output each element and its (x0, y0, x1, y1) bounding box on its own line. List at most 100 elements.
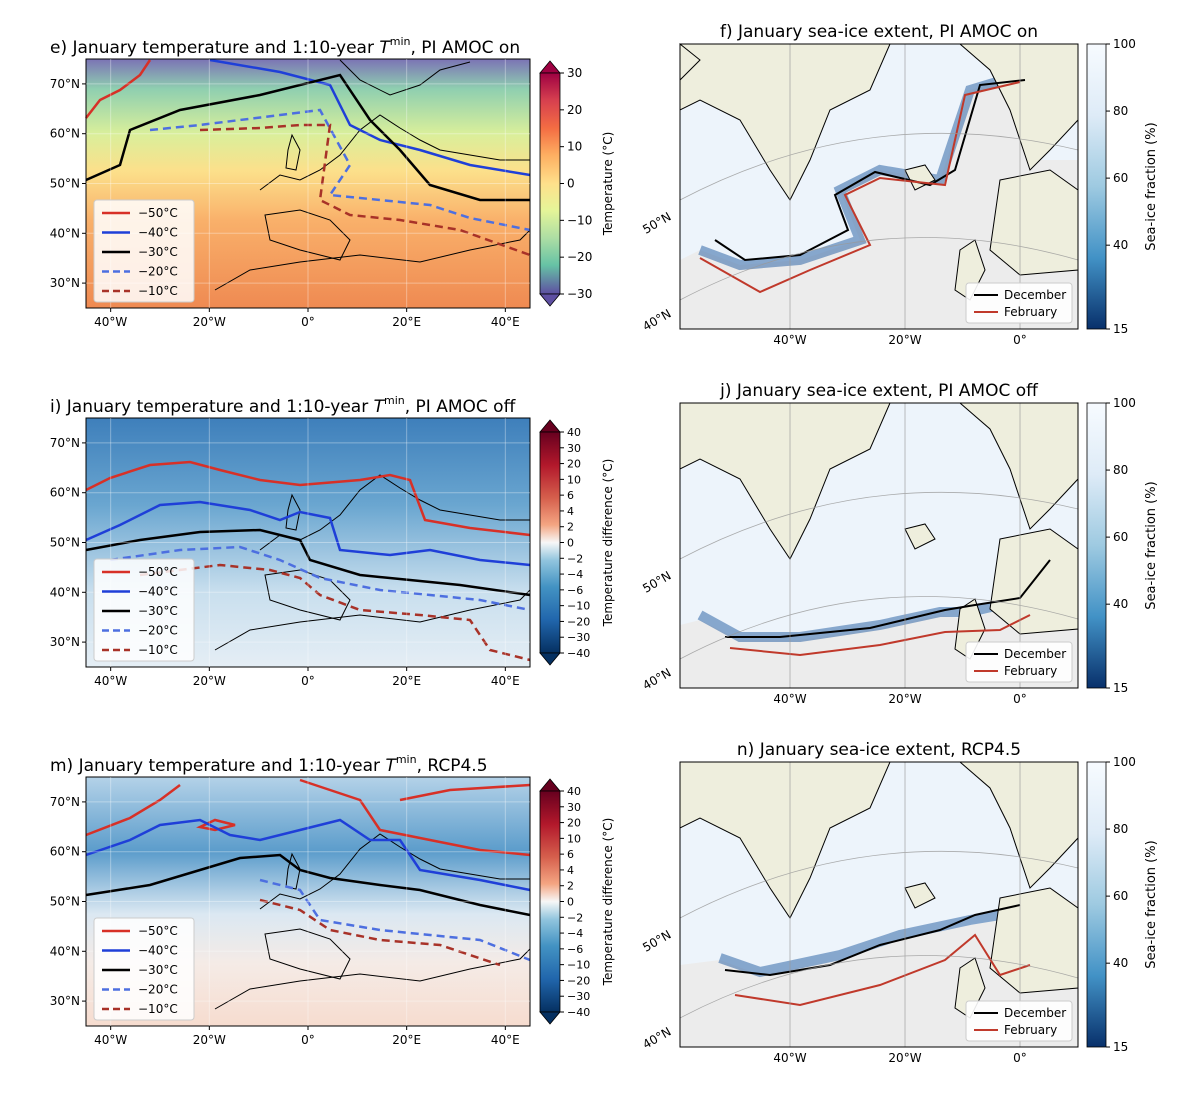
colorbar-body (539, 431, 561, 654)
panel-n-ice-lines (724, 904, 1031, 1007)
lat-tick-label: 40°N (50, 944, 80, 958)
panel-j-frame (679, 402, 1079, 689)
lon-tick-label: 40°W (94, 1033, 127, 1047)
lon-tick-label: 40°W (94, 315, 127, 329)
panel-j-sea-ice-map: j) January sea-ice extent, PI AMOC off 5… (640, 381, 1159, 706)
legend-box (93, 558, 195, 662)
panel-m-lat-ticks: 70°N 60°N 50°N 40°N 30°N (50, 795, 530, 1008)
legend-label: −50°C (138, 565, 178, 579)
lon-tick-label: 20°W (888, 1051, 921, 1065)
colorbar-tick-label: 40 (567, 785, 581, 798)
colorbar-body (539, 72, 561, 295)
panel-j-lon-ticks: 40°W 20°W 0° (773, 692, 1026, 706)
colorbar-label: Sea-ice fraction (%) (1144, 840, 1159, 968)
legend-label: −50°C (138, 206, 178, 220)
lat-tick-label: 40°N (640, 1024, 673, 1051)
lon-tick-label: 20°W (193, 315, 226, 329)
lon-tick-label: 20°W (193, 674, 226, 688)
colorbar-label: Temperature difference (°C) (601, 459, 615, 628)
lat-tick-label: 60°N (50, 486, 80, 500)
lat-tick-label: 50°N (640, 209, 673, 236)
lat-tick-label: 60°N (50, 845, 80, 859)
colorbar-tick-label: 0 (567, 177, 575, 191)
colorbar-tick-label: 80 (1113, 104, 1128, 118)
colorbar-tick-label: 0 (567, 896, 574, 909)
lat-tick-label: 40°N (640, 665, 673, 692)
panel-n-frame (679, 761, 1079, 1048)
lon-tick-label: 20°E (392, 674, 421, 688)
panel-m-temperature-map: m) January temperature and 1:10-year Tmi… (50, 753, 615, 1047)
panel-m-contours (85, 778, 531, 967)
panel-i-title: i) January temperature and 1:10-year Tmi… (50, 394, 517, 417)
panel-j-colorbar: 100 80 60 40 15 Sea-ice fraction (%) (1086, 396, 1159, 695)
colorbar-extend-min (539, 1011, 561, 1025)
colorbar-tick-label: 20 (567, 817, 581, 830)
panel-i-contours (85, 460, 531, 662)
legend-label: −20°C (138, 265, 178, 279)
panel-e-contours (85, 58, 531, 257)
lon-tick-label: 20°W (888, 692, 921, 706)
legend-label: February (1004, 305, 1057, 319)
colorbar-extend-max (539, 778, 561, 792)
lon-tick-label: 40°W (94, 674, 127, 688)
colorbar-tick-label: 10 (567, 140, 582, 154)
panel-i-temperature-map: i) January temperature and 1:10-year Tmi… (50, 394, 615, 688)
legend-label: −30°C (138, 604, 178, 618)
panel-j-land (679, 402, 1079, 660)
panel-f-lon-ticks: 40°W 20°W 0° (773, 333, 1026, 347)
panel-j-legend: December February (965, 641, 1073, 683)
colorbar-tick-label: −20 (567, 974, 590, 987)
colorbar-tick-label: −40 (567, 1006, 590, 1019)
colorbar-tick-label: 2 (567, 880, 574, 893)
legend-label: December (1004, 1006, 1066, 1020)
panel-f-frame (679, 43, 1079, 330)
colorbar-label: Temperature difference (°C) (601, 818, 615, 987)
legend-label: December (1004, 288, 1066, 302)
lon-tick-label: 0° (301, 315, 315, 329)
panel-n-sea-ice-map: n) January sea-ice extent, RCP4.5 50°N 40… (640, 740, 1159, 1065)
panel-n-land (679, 761, 1079, 1019)
colorbar-body (1086, 761, 1107, 1048)
legend-label: −50°C (138, 924, 178, 938)
legend-label: −20°C (138, 624, 178, 638)
legend-label: February (1004, 664, 1057, 678)
lat-tick-label: 70°N (50, 436, 80, 450)
panel-f-sea-ice-map: f) January sea-ice extent, PI AMOC on 50… (640, 22, 1159, 347)
colorbar-tick-label: 80 (1113, 822, 1128, 836)
colorbar-tick-label: −30 (567, 631, 590, 644)
lon-tick-label: 0° (1013, 333, 1027, 347)
panel-m-lon-ticks: 40°W 20°W 0° 20°E 40°E (94, 777, 520, 1047)
panel-n-colorbar: 100 80 60 40 15 Sea-ice fraction (%) (1086, 755, 1159, 1054)
colorbar-tick-label: −20 (567, 250, 592, 264)
lat-tick-label: 40°N (640, 306, 673, 333)
panel-j-graticule (679, 403, 1079, 688)
colorbar-tick-label: −20 (567, 615, 590, 628)
lon-tick-label: 0° (1013, 1051, 1027, 1065)
colorbar-tick-label: 100 (1113, 396, 1136, 410)
lat-tick-label: 30°N (50, 635, 80, 649)
panel-f-colorbar: 100 80 60 40 15 Sea-ice fraction (%) (1086, 37, 1159, 336)
lat-tick-label: 70°N (50, 795, 80, 809)
panel-m-title: m) January temperature and 1:10-year Tmi… (50, 753, 488, 776)
colorbar-label: Sea-ice fraction (%) (1144, 122, 1159, 250)
panel-f-lat-ticks: 50°N 40°N (640, 209, 673, 333)
lon-tick-label: 0° (301, 1033, 315, 1047)
panel-i-legend: −50°C −40°C −30°C −20°C −10°C (93, 558, 195, 662)
lon-tick-label: 20°E (392, 1033, 421, 1047)
lat-tick-label: 40°N (50, 585, 80, 599)
colorbar-tick-label: 30 (567, 442, 581, 455)
lat-tick-label: 50°N (640, 927, 673, 954)
panel-m-legend: −50°C −40°C −30°C −20°C −10°C (93, 917, 195, 1021)
colorbar-tick-label: 40 (1113, 238, 1128, 252)
colorbar-tick-label: 4 (567, 505, 574, 518)
lon-tick-label: 40°W (773, 692, 806, 706)
colorbar-tick-label: −10 (567, 600, 590, 613)
colorbar-tick-label: 100 (1113, 37, 1136, 51)
colorbar-tick-label: 15 (1113, 322, 1128, 336)
lat-tick-label: 50°N (640, 568, 673, 595)
lon-tick-label: 20°W (888, 333, 921, 347)
panel-n-lon-ticks: 40°W 20°W 0° (773, 1051, 1026, 1065)
colorbar-tick-label: −10 (567, 213, 592, 227)
colorbar-tick-label: 20 (567, 103, 582, 117)
panel-f-legend: December February (965, 282, 1073, 324)
